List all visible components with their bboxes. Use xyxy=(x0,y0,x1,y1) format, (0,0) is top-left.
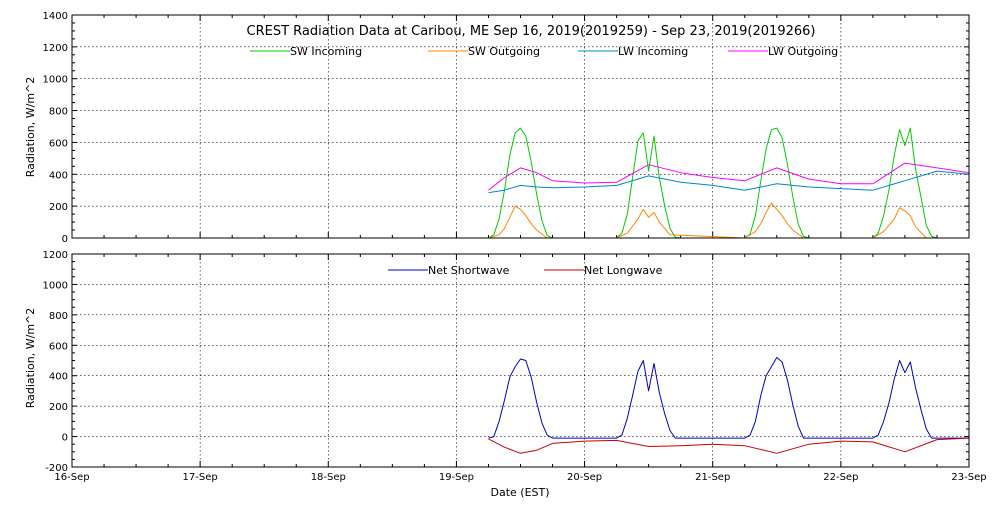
x-tick-label: 22-Sep xyxy=(823,472,858,483)
series-lw-outgoing-line xyxy=(488,162,970,191)
top-y-tick-label: 200 xyxy=(49,202,68,213)
top-y-tick-label: 600 xyxy=(49,138,68,149)
series-net-longwave-line xyxy=(488,437,970,454)
legend-label: LW Outgoing xyxy=(768,45,838,58)
legend-label: SW Outgoing xyxy=(468,45,540,58)
bottom-y-tick-label: 1200 xyxy=(43,250,68,261)
legend-label: SW Incoming xyxy=(290,45,362,58)
bottom-y-tick-label: 0 xyxy=(62,433,68,444)
x-tick-label: 16-Sep xyxy=(54,472,89,483)
legend-label: LW Incoming xyxy=(618,45,688,58)
top-y-tick-label: 1200 xyxy=(43,43,68,54)
top-y-tick-label: 1400 xyxy=(43,11,68,22)
x-tick-label: 21-Sep xyxy=(695,472,730,483)
series-sw-outgoing-line xyxy=(488,202,927,239)
legend-label: Net Longwave xyxy=(584,264,663,277)
top-plot-panel: 0 200 400 600 800 1000 1200 1400 SW Incoming SW O… xyxy=(43,11,970,245)
bottom-y-tick-label: 200 xyxy=(49,402,68,413)
top-y-tick-label: 400 xyxy=(49,170,68,181)
series-lw-incoming-line xyxy=(488,170,970,194)
bottom-plot-frame xyxy=(71,253,970,468)
x-tick-label: 18-Sep xyxy=(311,472,346,483)
legend-label: Net Shortwave xyxy=(428,264,510,277)
x-axis-label: Date (EST) xyxy=(490,486,549,499)
x-tick-label: 23-Sep xyxy=(951,472,986,483)
bottom-plot-panel: -200 0 200 400 600 800 1000 1200 16-Sep 17-Sep 18-… xyxy=(43,250,987,483)
bottom-y-tick-label: -200 xyxy=(45,463,68,474)
top-y-tick-label: 0 xyxy=(62,234,68,245)
x-tick-label: 17-Sep xyxy=(183,472,218,483)
bottom-y-tick-label: 800 xyxy=(49,311,68,322)
bottom-y-tick-label: 400 xyxy=(49,372,68,383)
top-y-tick-label: 800 xyxy=(49,107,68,118)
chart-title: CREST Radiation Data at Caribou, ME Sep … xyxy=(247,24,816,39)
x-tick-label: 19-Sep xyxy=(439,472,474,483)
top-plot-frame xyxy=(71,14,970,239)
top-y-tick-label: 1000 xyxy=(43,75,68,86)
bottom-y-tick-label: 600 xyxy=(49,341,68,352)
top-y-axis-label: Radiation, W/m^2 xyxy=(24,77,37,178)
bottom-y-tick-label: 1000 xyxy=(43,280,68,291)
bottom-y-axis-label: Radiation, W/m^2 xyxy=(24,308,37,409)
series-net-shortwave-line xyxy=(488,357,969,439)
x-tick-label: 20-Sep xyxy=(567,472,602,483)
